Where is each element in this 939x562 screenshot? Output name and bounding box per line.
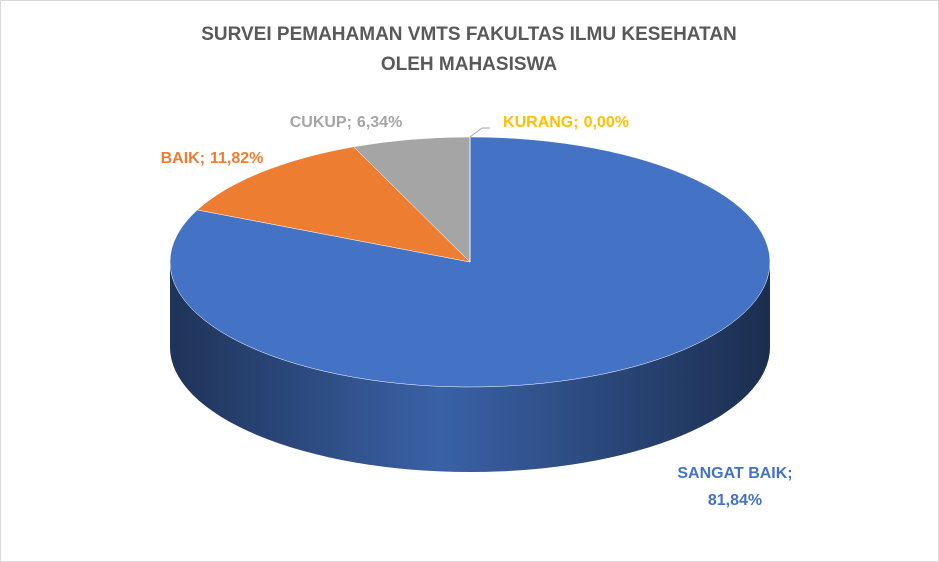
label-separator: ; (787, 465, 792, 482)
leader-line (469, 127, 490, 138)
slice (353, 136, 471, 263)
side-shade (170, 262, 770, 472)
data-label: BAIK; 11,82% (161, 150, 264, 167)
label-category: SANGAT BAIK (677, 465, 787, 482)
label-separator: ; (573, 114, 578, 131)
data-label: CUKUP; 6,34% (290, 114, 403, 131)
label-category: CUKUP (290, 114, 347, 131)
data-label: SANGAT BAIK; 81,84% (677, 465, 792, 509)
slice (196, 146, 471, 263)
chart-title: SURVEI PEMAHAMAN VMTS FAKULTAS ILMU KESE… (201, 24, 737, 45)
value-label: 81,84% (708, 492, 762, 509)
label-separator: ; (200, 150, 205, 167)
value-label: 6,34% (357, 114, 402, 131)
value-label: 0,00% (584, 114, 629, 131)
value-label: 11,82% (210, 150, 263, 167)
slice (169, 136, 771, 388)
chart-title: OLEH MAHASISWA (381, 54, 558, 75)
label-separator: ; (347, 114, 352, 131)
label-category: KURANG (503, 114, 573, 131)
data-label: KURANG; 0,00% (503, 114, 629, 131)
label-category: BAIK (161, 150, 201, 167)
